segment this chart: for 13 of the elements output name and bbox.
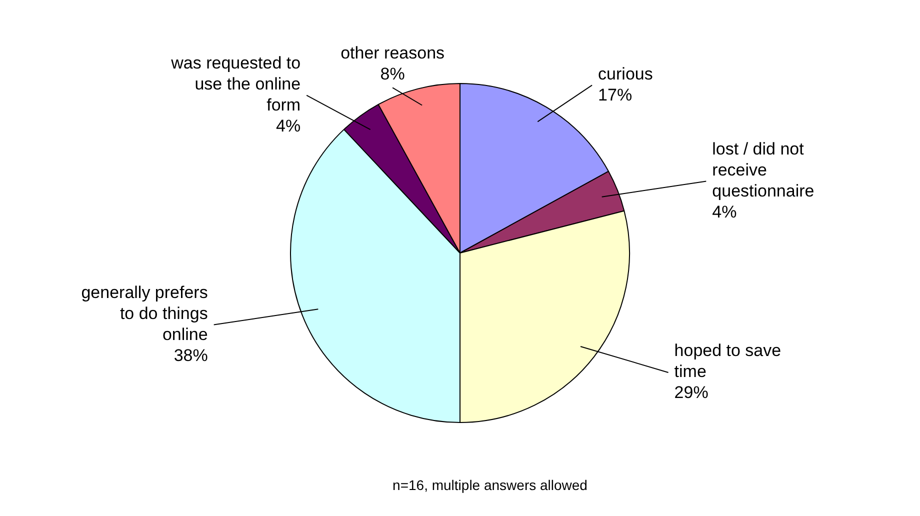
data-label: 8% (380, 64, 405, 84)
data-label: 38% (174, 346, 208, 365)
slice-label: other reasons (340, 43, 445, 62)
data-label: 17% (598, 85, 632, 104)
data-label: 4% (712, 202, 737, 222)
slice-label: was requested to use the online form (170, 53, 301, 114)
slice-label: generally prefers to do things online (81, 282, 208, 344)
slice-label: hoped to save time (674, 341, 782, 382)
data-label: 4% (276, 116, 301, 136)
data-label: 29% (674, 383, 708, 402)
slice-label: curious (598, 64, 653, 84)
slice-label: lost / did not receive questionnaire (712, 139, 814, 200)
text: n=16, multiple answers allowed (392, 476, 588, 493)
